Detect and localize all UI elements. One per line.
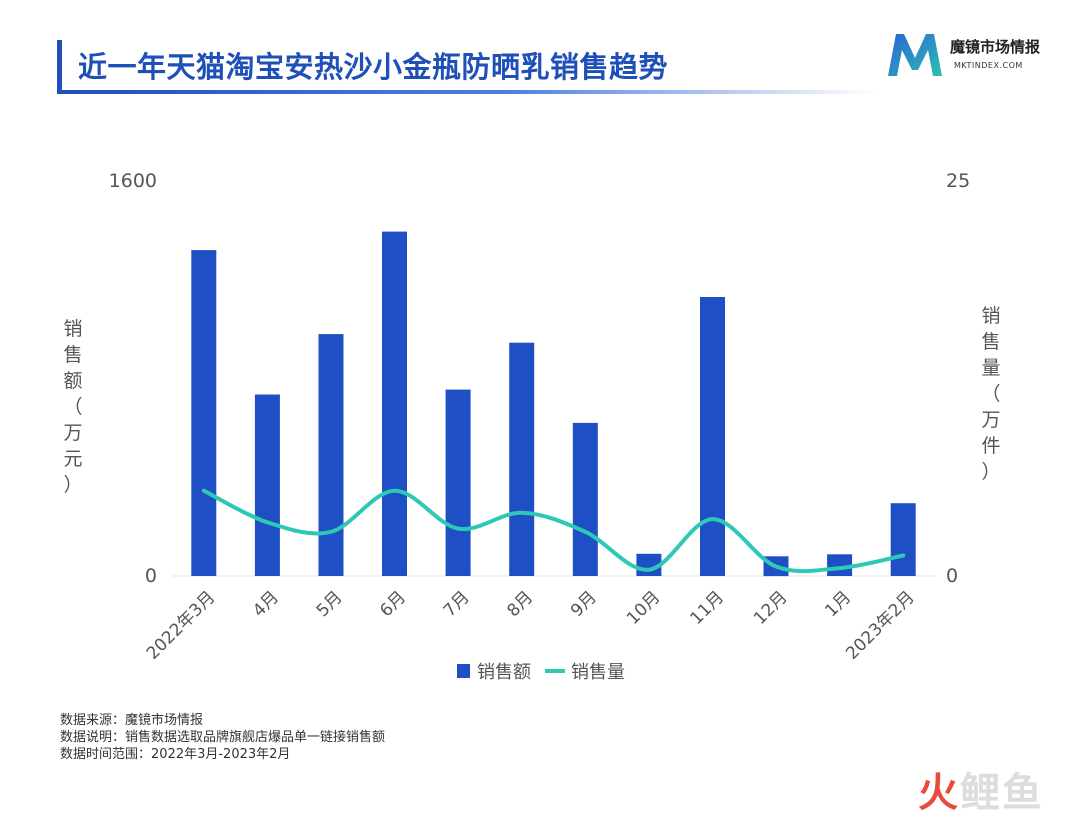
footer-source: 数据来源：魔镜市场情报 bbox=[60, 712, 385, 729]
y-left-axis-title: 销售额（万元） bbox=[63, 318, 82, 496]
line-series bbox=[204, 491, 903, 571]
y-left-tick-min: 0 bbox=[145, 565, 157, 587]
x-tick-label-2: 4月 bbox=[249, 587, 283, 621]
x-tick-label-7: 9月 bbox=[567, 587, 601, 621]
y-right-axis-title: 销售量（万件） bbox=[981, 305, 1000, 483]
y-left-tick-max: 1600 bbox=[109, 170, 157, 192]
bar-7 bbox=[573, 423, 598, 576]
x-tick-label-8: 10月 bbox=[623, 587, 664, 628]
bar-4 bbox=[382, 232, 407, 576]
bar-series bbox=[191, 232, 915, 576]
y-right-tick-max: 25 bbox=[946, 170, 970, 192]
legend-line-label: 销售量 bbox=[571, 662, 625, 683]
bar-12 bbox=[891, 503, 916, 576]
x-tick-label-12: 2023年2月 bbox=[842, 587, 918, 663]
legend: 销售额 销售量 bbox=[457, 662, 625, 683]
bar-5 bbox=[446, 390, 471, 576]
sales-chart: 1600 0 25 0 销售额（万元） 销售量（万件） 2022年3月 4月 5月 6… bbox=[0, 0, 1080, 700]
x-tick-label-5: 7月 bbox=[440, 587, 474, 621]
y-right-tick-min: 0 bbox=[946, 565, 958, 587]
x-tick-label-11: 1月 bbox=[821, 587, 855, 621]
x-tick-label-6: 8月 bbox=[503, 587, 537, 621]
bar-3 bbox=[319, 334, 344, 576]
watermark-text: 鲤鱼 bbox=[960, 770, 1044, 816]
watermark-fire: 火 bbox=[918, 770, 960, 816]
watermark-logo: 火鲤鱼 bbox=[918, 760, 1044, 818]
bar-6 bbox=[509, 343, 534, 576]
bar-1 bbox=[191, 250, 216, 576]
x-tick-label-1: 2022年3月 bbox=[143, 587, 219, 663]
bar-9 bbox=[700, 297, 725, 576]
legend-bar-label: 销售额 bbox=[477, 662, 531, 683]
x-tick-label-10: 12月 bbox=[750, 587, 791, 628]
footer-note: 数据说明：销售数据选取品牌旗舰店爆品单一链接销售额 bbox=[60, 729, 385, 746]
x-tick-label-3: 5月 bbox=[313, 587, 347, 621]
legend-bar-swatch bbox=[457, 664, 470, 678]
x-tick-label-4: 6月 bbox=[376, 587, 410, 621]
bar-2 bbox=[255, 395, 280, 577]
footer-notes: 数据来源：魔镜市场情报 数据说明：销售数据选取品牌旗舰店爆品单一链接销售额 数据… bbox=[60, 712, 385, 763]
footer-range: 数据时间范围：2022年3月-2023年2月 bbox=[60, 746, 385, 763]
x-tick-label-9: 11月 bbox=[687, 587, 728, 628]
